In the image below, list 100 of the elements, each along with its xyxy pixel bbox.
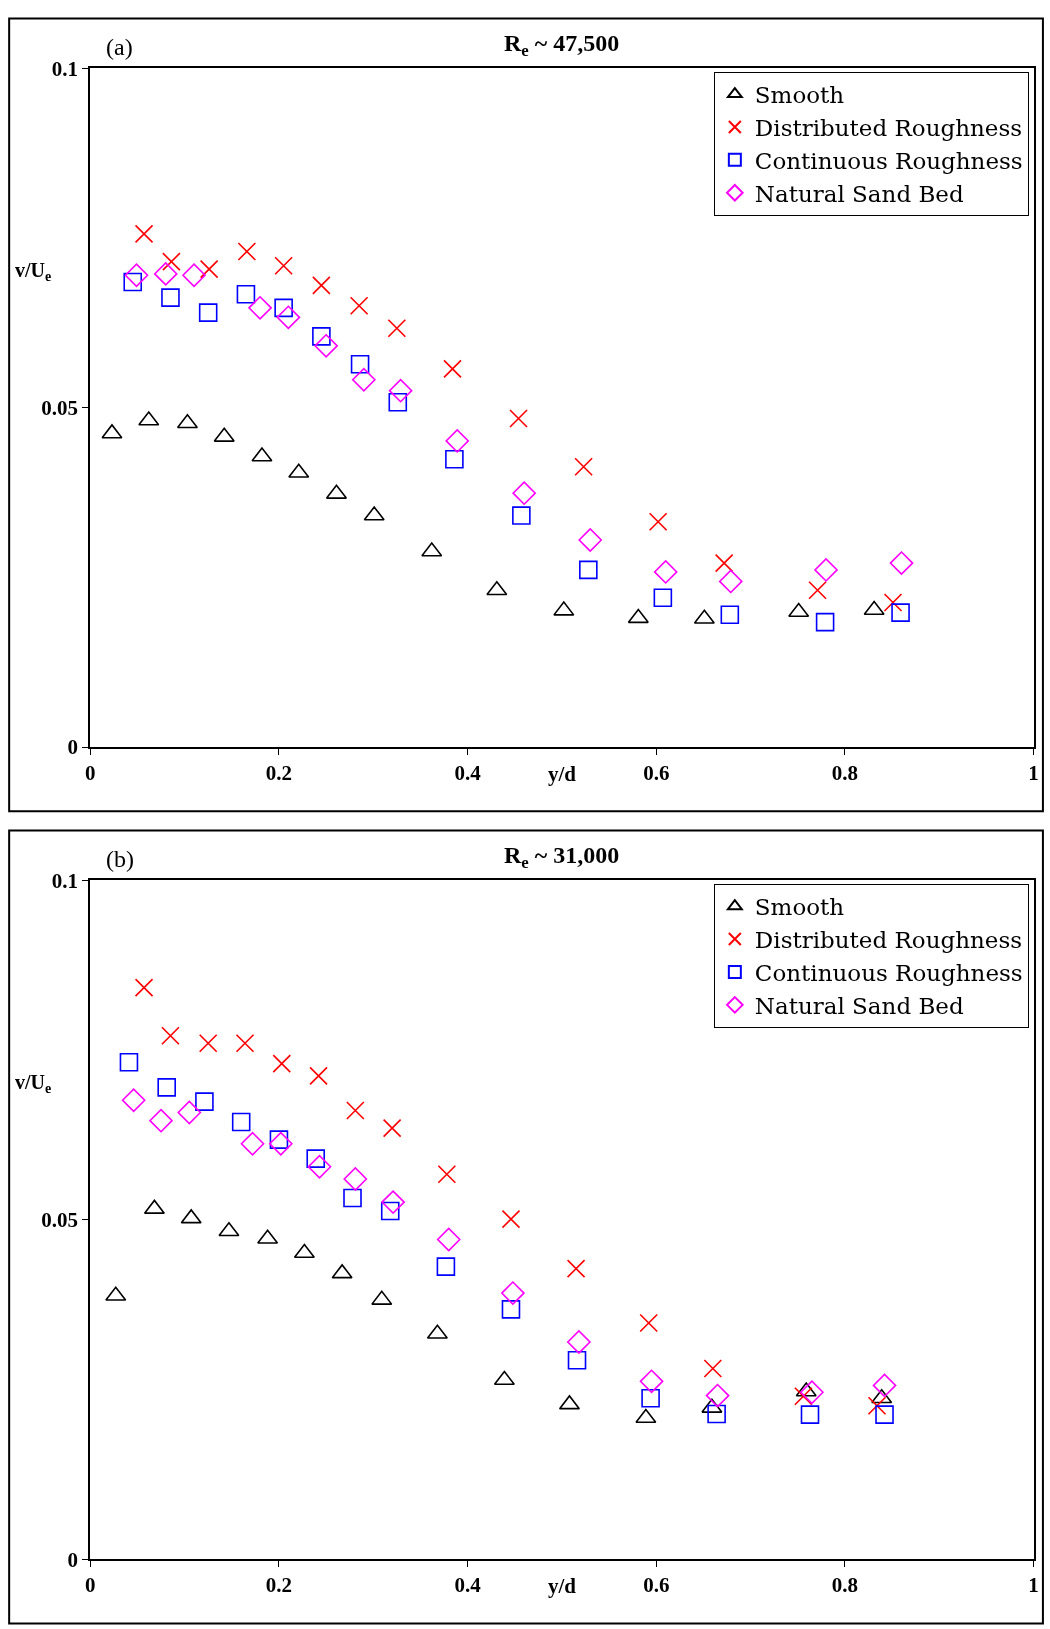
point [714,553,734,573]
point [800,1405,820,1424]
x-tick-label: 0.8 [831,761,859,786]
point [635,1408,657,1424]
point [388,392,408,412]
point [199,259,219,279]
point [501,1300,521,1319]
legend-label: Continuous Roughness [754,959,1023,986]
point [343,1188,362,1208]
point [445,449,464,469]
point [312,276,331,295]
point [486,580,508,596]
point [639,1313,658,1333]
text: (a) [106,34,133,60]
point [134,224,154,244]
point [236,284,256,304]
point [437,1164,457,1184]
chart-title: R$_{e}$ ~ 47,500 [504,30,620,61]
y-tick-label: 0 [67,1547,79,1572]
point [350,354,370,374]
point [436,1227,461,1252]
point [309,1066,328,1086]
point [509,409,528,428]
point [703,1359,723,1378]
x-tick-label: 0.4 [454,761,482,786]
x-tick-label: 1 [1028,1573,1039,1598]
y-tick-label: 0.1 [51,56,79,81]
x-tick-label: 0.8 [831,1573,859,1598]
point [705,1383,730,1408]
point [867,1396,887,1416]
point [231,1112,251,1132]
point [248,295,272,320]
x-tick-label: 1 [1028,761,1039,786]
x-tick-label: 0.6 [643,761,670,786]
point [574,457,593,476]
point [627,608,649,624]
x-tick-label: 0.6 [643,1573,670,1598]
point [815,612,835,632]
point [788,602,810,618]
text: (b) [106,846,134,872]
point [274,256,293,276]
point [314,334,338,358]
point [153,262,178,286]
point [349,296,369,316]
point [272,1054,292,1073]
point [707,1404,726,1424]
point [883,593,903,612]
chart-title: R$_{e}$ ~ 31,000 [504,842,620,873]
x-tick-label: 0 [85,1573,96,1598]
point [240,1131,265,1156]
point [889,551,914,575]
point [443,359,462,379]
legend-label: Continuous Roughness [754,147,1023,174]
y-axis-title: v/U$_{e}$ [15,259,52,285]
point [814,558,838,582]
point [872,1373,897,1398]
point [198,303,218,322]
point [512,506,531,525]
point [161,1026,180,1046]
x-tick-label: 0.4 [454,1573,482,1598]
point [501,1281,525,1305]
point [134,978,154,997]
point [388,378,413,403]
point [639,1369,664,1394]
point [578,528,603,552]
point [268,1131,293,1156]
x-axis-title: y/d [548,1574,577,1598]
point [346,1101,365,1120]
legend-label: Natural Sand Bed [754,992,964,1019]
point [808,580,827,600]
point [891,603,910,622]
point [162,252,181,271]
point [387,318,407,338]
legend-label: Natural Sand Bed [754,180,964,207]
point [648,512,668,531]
point [381,1190,405,1214]
legend-label: Distributed Roughness [754,927,1023,954]
point [718,569,743,594]
x-tick-label: 0.2 [265,761,293,786]
point [567,1330,591,1354]
y-tick-label: 0.05 [41,395,79,420]
point [276,305,301,330]
point [124,263,149,288]
point [343,1167,368,1191]
x-tick-label: 0.2 [265,1573,293,1598]
point [501,1209,521,1229]
point [237,242,257,261]
y-tick-label: 0.1 [51,868,79,893]
point [119,1052,139,1072]
x-axis-title: y/d [548,762,577,786]
point [653,588,673,608]
legend-label: Smooth [754,81,845,108]
point [177,1100,202,1125]
point [235,1033,255,1053]
point [653,560,678,584]
point [567,1350,587,1370]
point [641,1389,660,1408]
point [566,1259,586,1278]
y-tick-label: 0.05 [41,1208,79,1233]
point [195,1092,214,1111]
